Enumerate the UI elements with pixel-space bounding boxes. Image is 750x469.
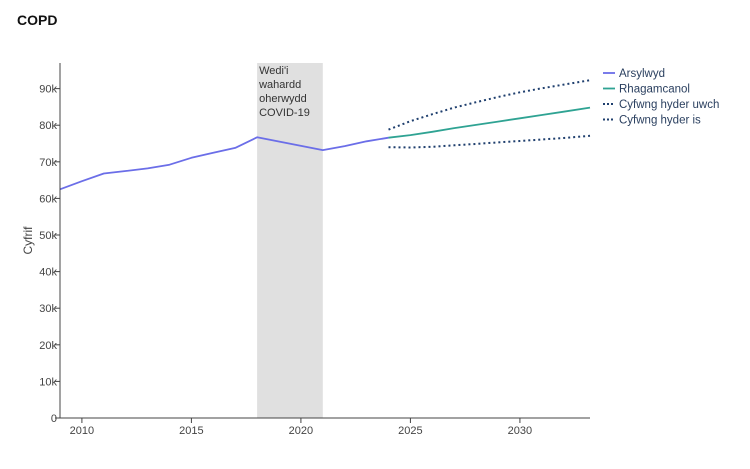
covid-annotation-line: wahardd (258, 79, 301, 91)
legend: Arsylwyd Rhagamcanol Cyfwng hyder uwch Cyfw… (603, 68, 719, 127)
series-line-2 (388, 79, 591, 131)
y-tick-label: 10k (39, 376, 57, 388)
y-axis-ticks: 0 10k 20k 30k 40k 50k 60k 70k 80k 90k (39, 84, 60, 425)
series-line-3 (388, 134, 591, 149)
y-tick-label: 60k (39, 193, 57, 205)
y-axis-title: Cyfrif (21, 226, 35, 255)
y-tick-label: 70k (39, 157, 57, 169)
y-tick-label: 80k (39, 120, 57, 132)
chart-title: COPD (17, 12, 58, 28)
legend-item-label[interactable]: Cyfwng hyder uwch (619, 99, 719, 111)
covid-shaded-region: Wedi'i wahardd oherwydd COVID-19 (257, 63, 323, 418)
y-tick-label: 40k (39, 267, 57, 279)
covid-annotation-line: COVID-19 (259, 107, 310, 119)
y-tick-label: 30k (39, 303, 57, 315)
covid-annotation-line: oherwydd (259, 93, 307, 105)
legend-item-label[interactable]: Cyfwng hyder is (619, 115, 701, 127)
x-tick-label: 2015 (179, 425, 203, 437)
legend-item-label[interactable]: Arsylwyd (619, 68, 665, 80)
x-tick-label: 2010 (70, 425, 94, 437)
covid-shade-rect (257, 63, 323, 418)
legend-item-label[interactable]: Rhagamcanol (619, 84, 690, 96)
covid-annotation-line: Wedi'i (259, 65, 288, 77)
x-axis-ticks: 2010 2015 2020 2025 2030 (70, 418, 532, 437)
y-tick-label: 20k (39, 340, 57, 352)
series-line-1 (388, 106, 591, 139)
x-tick-label: 2020 (289, 425, 313, 437)
y-tick-label: 0 (51, 413, 57, 425)
x-tick-label: 2025 (398, 425, 422, 437)
axes (59, 63, 590, 419)
y-tick-label: 50k (39, 230, 57, 242)
x-tick-label: 2030 (508, 425, 532, 437)
series-lines (59, 79, 591, 191)
series-line-0 (59, 136, 389, 191)
y-tick-label: 90k (39, 84, 57, 96)
